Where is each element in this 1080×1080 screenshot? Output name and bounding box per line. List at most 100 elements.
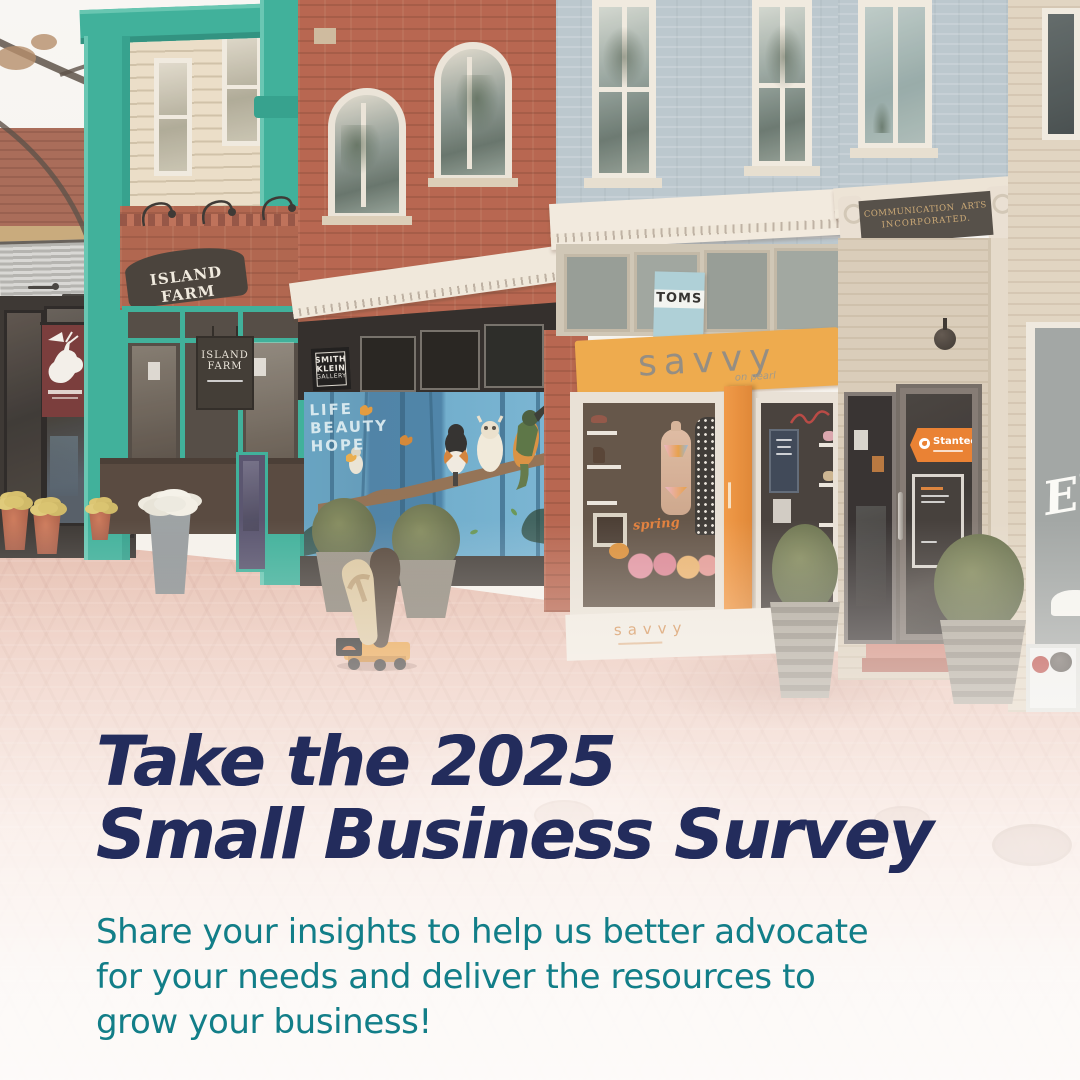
mural-branch-and-birds: [304, 394, 558, 556]
window-reflection: [856, 506, 886, 606]
hanging-sign-line1: ISLAND: [201, 350, 249, 361]
window-snow-blob: [1051, 590, 1080, 616]
savvy-display-window: spring: [578, 398, 720, 612]
window-plant-silhouette: [873, 103, 891, 133]
elis-script-text: Elis: [1039, 456, 1080, 526]
arched-window: [434, 42, 512, 182]
transom-glass: [774, 248, 846, 332]
window-poster: [769, 429, 799, 493]
office-window: [844, 392, 896, 644]
red-script-decal: [789, 410, 830, 424]
savvy-sign-subtext: on pearl: [734, 370, 777, 384]
window-branch-reflection: [765, 25, 803, 89]
display-pumpkin: [609, 543, 629, 559]
stantec-subtext-dash: [933, 450, 963, 452]
display-shelf: [587, 501, 617, 505]
display-shelf: [587, 465, 621, 469]
shelf-item: [823, 471, 833, 481]
standpipe: [1050, 652, 1072, 672]
island-farm-door: [236, 452, 268, 572]
mural-tree-trunk: [330, 392, 334, 562]
window-sash-bar: [227, 85, 257, 89]
window-sill: [428, 178, 518, 187]
savvy-sign: savvy on pearl: [574, 327, 842, 399]
transom-window: [420, 330, 480, 390]
ribbed-planter: [770, 602, 840, 698]
window-mullion: [180, 312, 185, 528]
tall-window: [592, 0, 656, 180]
hanging-sign-line2: FARM: [207, 361, 243, 372]
pilaster-capital: [254, 96, 312, 118]
headline: Take the 2025 Small Business Survey: [96, 726, 1036, 872]
poster-text-dash: [776, 453, 792, 455]
shop-window: [4, 310, 44, 506]
poster-text-dash: [777, 446, 791, 448]
standpipe-valve: [1032, 656, 1049, 673]
mural-word-hope: HOPE: [310, 435, 366, 456]
transom-glass: [564, 254, 630, 332]
headline-line1: Take the 2025: [96, 722, 617, 802]
window-sash-bar: [893, 7, 898, 143]
smith-klein-line3: GALLERY: [316, 372, 347, 381]
window-sash-bar: [159, 115, 187, 119]
yellow-flowers: [38, 502, 58, 514]
window-sill: [584, 178, 662, 188]
sign-chain: [236, 326, 238, 338]
window-poster-small: [872, 456, 884, 472]
display-shelf: [819, 443, 833, 447]
subheadline: Share your insights to help us better ad…: [96, 910, 1036, 1045]
window-reflection: [50, 436, 78, 496]
smith-klein-sign: SMITH KLEIN GALLERY: [310, 347, 352, 391]
stantec-sign: Stantec: [910, 428, 972, 462]
sign-text-dash: [207, 380, 243, 382]
poster-text-dash: [921, 495, 949, 497]
bikini-top: [664, 445, 688, 457]
overlay-text-block: Take the 2025 Small Business Survey Shar…: [96, 726, 1036, 1045]
door-handle: [728, 482, 731, 509]
display-shelf: [819, 483, 833, 487]
gooseneck-lamps: [142, 196, 296, 227]
transom-band: TOMS: [556, 244, 852, 339]
island-farm-window: [154, 58, 192, 176]
mural-word-beauty: BEAUTY: [309, 416, 389, 438]
stantec-sign-text: Stantec: [933, 436, 977, 447]
sign-chain: [212, 326, 214, 338]
display-boot: [593, 447, 605, 463]
yellow-flowers: [4, 496, 24, 508]
transom-window: [360, 336, 416, 392]
mannequin-dress: [695, 417, 715, 535]
corner-upper-window: [1042, 8, 1080, 140]
mural-tree-trunk: [500, 392, 505, 562]
mural-tree-trunk: [400, 392, 405, 562]
mural-words: LIFE BEAUTY HOPE: [309, 399, 389, 456]
poster-text-orange: [921, 487, 943, 490]
window-mullion: [238, 312, 243, 528]
subheadline-line2: for your needs and deliver the resources…: [96, 957, 816, 997]
elis-window: Elis: [1026, 322, 1080, 644]
window-branch-reflection: [603, 27, 645, 87]
subheadline-line1: Share your insights to help us better ad…: [96, 912, 869, 952]
window-branch-reflection: [455, 75, 499, 133]
toms-flag: TOMS: [653, 271, 705, 339]
window-poster-small: [854, 430, 868, 450]
poster-text-dash: [921, 541, 937, 543]
flipflop-sculpture: [336, 547, 417, 671]
bikini-bottom: [665, 487, 687, 499]
window-branch-reflection: [341, 125, 381, 175]
mannequin-bikini: [661, 421, 691, 515]
toms-flag-text: TOMS: [655, 290, 703, 307]
jackalope-banner: [40, 322, 90, 417]
spring-window-word: spring: [632, 515, 681, 534]
display-hat: [591, 415, 607, 423]
poster-text-dash: [921, 501, 945, 503]
ribbed-planter: [940, 620, 1026, 704]
window-sill: [850, 148, 938, 158]
poster-small: [254, 358, 266, 376]
mural-tree-trunk: [536, 392, 540, 562]
savvy-bulkhead-text: savvy: [613, 618, 688, 640]
window-sill: [322, 216, 412, 225]
communication-arts-sign: COMMUNICATION ARTS INCORPORATED.: [858, 190, 994, 246]
poster-small: [148, 362, 160, 380]
stone-block: [314, 28, 336, 44]
